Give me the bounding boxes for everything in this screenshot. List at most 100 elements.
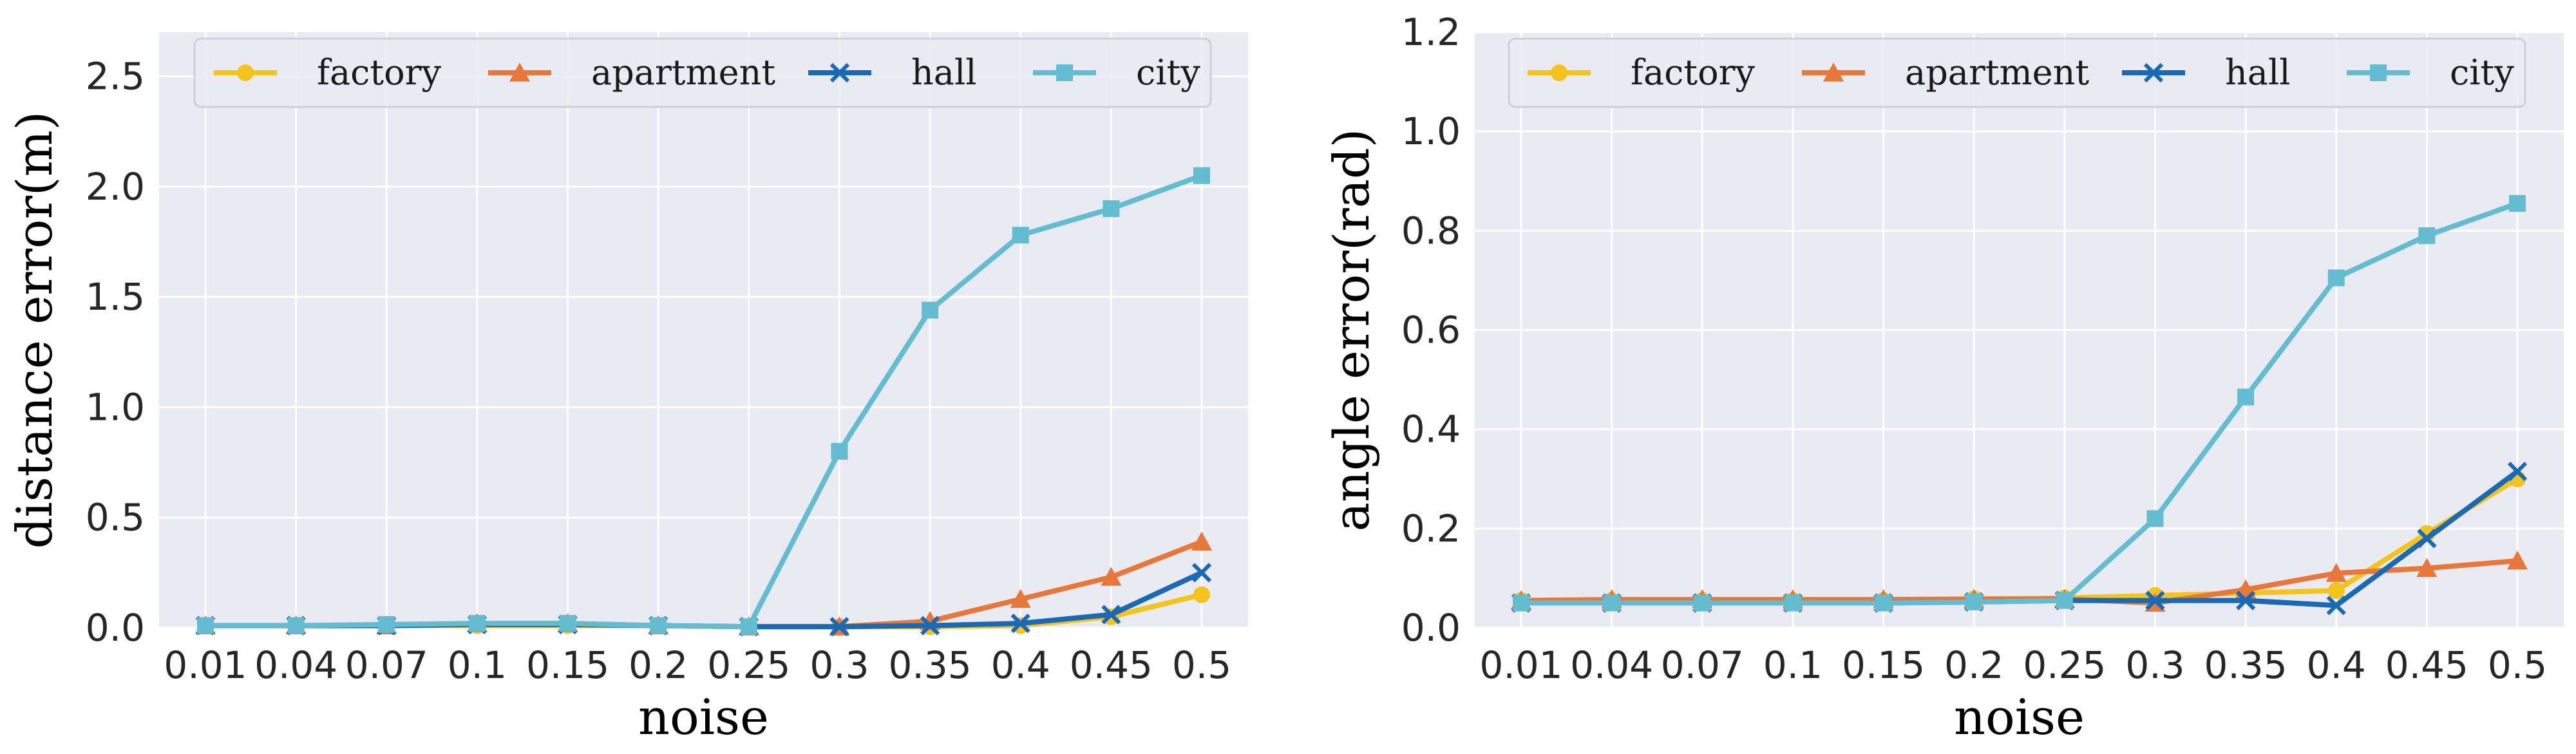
data-point-city <box>1103 200 1120 218</box>
legend-label-hall: hall <box>911 52 977 93</box>
x-tick-label: 0.3 <box>810 643 869 687</box>
legend-box <box>193 37 1212 108</box>
x-tick-label: 0.04 <box>254 643 337 687</box>
y-tick-label: 1.5 <box>86 275 145 319</box>
data-point-city <box>1012 227 1029 244</box>
data-point-hall <box>920 616 940 636</box>
data-point-apartment <box>1101 567 1122 586</box>
data-point-city <box>2509 194 2526 212</box>
data-point-hall <box>1191 563 1212 583</box>
legend-marker-city <box>1056 64 1073 81</box>
y-tick-label: 0.2 <box>1401 507 1461 551</box>
x-tick-label: 0.04 <box>1570 643 1653 687</box>
data-point-city <box>922 301 939 319</box>
legend-box <box>1508 37 2526 108</box>
legend-label-factory: factory <box>1631 52 1755 93</box>
data-point-city <box>1965 593 1983 610</box>
distance-error-chart: 0.01 0.04 0.07 0.1 0.15 0.2 0.25 0.3 0.35 0.4 0.45… <box>6 32 1248 746</box>
data-point-apartment <box>1191 531 1212 551</box>
x-tick-label: 0.35 <box>2204 643 2287 687</box>
data-point-apartment <box>1010 589 1031 608</box>
y-tick-label: 0.5 <box>86 496 145 540</box>
data-point-city <box>1875 594 1892 612</box>
data-point-city <box>1193 167 1210 184</box>
data-point-hall <box>829 617 849 637</box>
data-point-hall <box>1010 614 1030 634</box>
data-point-city <box>559 615 576 632</box>
legend-marker-factory <box>237 64 254 81</box>
x-tick-label: 0.2 <box>1944 643 2003 687</box>
data-point-factory <box>2327 582 2345 599</box>
data-point-city <box>740 618 757 636</box>
data-point-city <box>1784 594 1801 612</box>
legend-label-city: city <box>2450 52 2514 93</box>
x-tick-label: 0.15 <box>526 643 609 687</box>
x-tick-label: 0.3 <box>2125 643 2184 687</box>
legend-marker-hall <box>2143 62 2164 83</box>
x-tick-label: 0.01 <box>164 643 247 687</box>
legend-label-apartment: apartment <box>1905 52 2089 93</box>
data-point-hall <box>2145 590 2165 610</box>
y-tick-label: 0.8 <box>1401 209 1461 252</box>
x-axis-label: noise <box>1954 688 2085 746</box>
data-point-city <box>1603 594 1620 612</box>
data-point-city <box>197 617 214 634</box>
x-tick-label: 0.25 <box>707 643 790 687</box>
legend-marker-city <box>2370 64 2387 81</box>
data-point-hall <box>2507 462 2528 482</box>
x-tick-label: 0.5 <box>2488 643 2547 687</box>
series-line-city <box>203 173 1204 630</box>
y-axis-label: distance error(m) <box>6 111 63 549</box>
data-point-factory <box>1193 586 1210 603</box>
x-tick-label: 0.4 <box>991 643 1050 687</box>
angle-error-chart: 0.01 0.04 0.07 0.1 0.15 0.2 0.25 0.3 0.35 0.4 0.45… <box>1323 10 2564 746</box>
data-point-city <box>468 615 486 632</box>
data-point-city <box>2237 388 2255 406</box>
legend-marker-hall <box>829 62 850 83</box>
y-tick-label: 2.0 <box>86 165 145 209</box>
x-tick-label: 0.1 <box>448 643 507 687</box>
x-tick-label: 0.35 <box>889 643 972 687</box>
legend-label-city: city <box>1136 52 1200 93</box>
data-point-city <box>2146 510 2164 527</box>
data-point-city <box>1513 594 1530 612</box>
data-point-city <box>2327 269 2345 287</box>
y-tick-label: 0.4 <box>1401 408 1461 451</box>
legend-marker-apartment <box>1823 62 1844 82</box>
y-tick-label: 0.0 <box>1401 606 1461 650</box>
data-point-hall <box>2235 590 2256 610</box>
legend-label-hall: hall <box>2225 52 2291 93</box>
data-point-city <box>378 616 395 633</box>
data-point-city <box>831 442 848 460</box>
x-tick-label: 0.25 <box>2023 643 2106 687</box>
x-axis-label: noise <box>638 688 769 746</box>
y-tick-label: 0.0 <box>86 606 145 650</box>
data-point-hall <box>1101 605 1121 625</box>
x-tick-label: 0.15 <box>1842 643 1925 687</box>
y-tick-label: 1.0 <box>1401 109 1461 153</box>
x-tick-label: 0.2 <box>629 643 688 687</box>
data-point-apartment <box>2507 550 2528 570</box>
legend-label-apartment: apartment <box>591 52 775 93</box>
x-tick-label: 0.1 <box>1763 643 1823 687</box>
legend-marker-factory <box>1551 64 1567 81</box>
series-line-city <box>1519 200 2520 606</box>
data-point-city <box>1694 594 1711 612</box>
data-point-apartment <box>2416 558 2438 578</box>
x-tick-label: 0.45 <box>2385 643 2468 687</box>
data-point-hall <box>2417 529 2437 549</box>
x-tick-label: 0.01 <box>1479 643 1562 687</box>
data-point-city <box>2056 592 2073 609</box>
x-tick-label: 0.45 <box>1070 643 1153 687</box>
x-tick-label: 0.5 <box>1172 643 1231 687</box>
x-tick-label: 0.07 <box>1661 643 1744 687</box>
data-point-city <box>2418 227 2436 245</box>
x-tick-label: 0.4 <box>2307 643 2366 687</box>
legend-label-factory: factory <box>317 52 441 93</box>
y-tick-label: 2.5 <box>86 55 145 99</box>
data-point-apartment <box>2325 563 2347 582</box>
y-axis-label: angle error(rad) <box>1323 129 1380 532</box>
legend-marker-apartment <box>509 62 530 82</box>
data-point-city <box>650 617 667 634</box>
